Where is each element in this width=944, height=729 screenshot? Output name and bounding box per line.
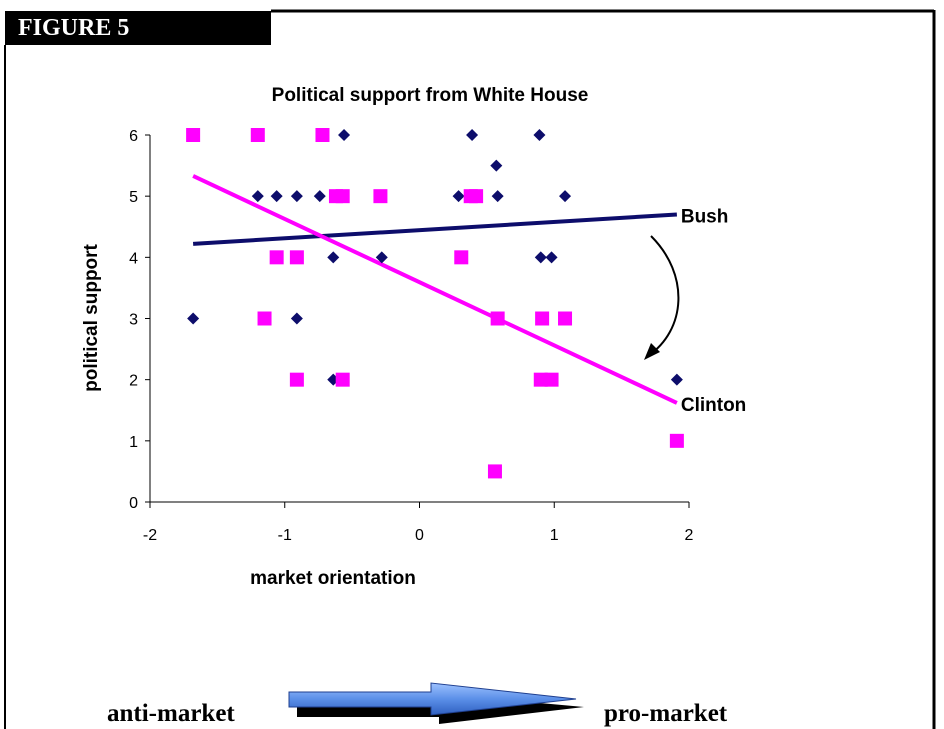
data-point-square — [257, 311, 272, 326]
data-point-square — [454, 250, 469, 265]
data-point-square — [558, 311, 573, 326]
data-point-square — [186, 128, 201, 142]
data-point-square — [335, 189, 350, 204]
y-tick-label: 4 — [129, 250, 138, 267]
y-tick-label: 5 — [129, 189, 138, 206]
trendlines — [192, 174, 678, 405]
data-point-diamond — [452, 190, 465, 203]
trendline-label-bush: Bush — [681, 207, 729, 228]
y-tick-label: 1 — [129, 434, 138, 451]
y-tick-label: 6 — [129, 128, 138, 145]
y-tick-label: 3 — [129, 312, 138, 329]
y-tick-label: 0 — [129, 495, 138, 512]
axes — [149, 135, 689, 503]
data-point-diamond — [375, 251, 388, 264]
data-point-diamond — [290, 312, 303, 325]
data-point-diamond — [251, 190, 264, 203]
y-ticks: 0 1 2 3 4 5 6 — [129, 128, 150, 512]
data-point-square — [335, 372, 350, 387]
data-point-diamond — [338, 129, 351, 141]
data-point-diamond — [534, 251, 547, 264]
data-point-diamond — [327, 251, 340, 264]
data-point-square — [487, 464, 502, 479]
anti-market-label: anti-market — [107, 700, 235, 727]
data-point-square — [533, 372, 548, 387]
data-point-square — [269, 250, 284, 265]
shift-curve-arrowhead — [644, 343, 660, 360]
data-point-diamond — [313, 190, 326, 203]
data-point-diamond — [290, 190, 303, 203]
data-points — [186, 128, 684, 479]
right-arrow-icon — [288, 682, 584, 724]
x-tick-label: 1 — [550, 527, 559, 544]
trendline-label-clinton: Clinton — [681, 395, 746, 416]
data-point-square — [289, 372, 304, 387]
data-point-diamond — [490, 159, 503, 172]
data-point-diamond — [491, 190, 504, 203]
data-point-diamond — [466, 129, 479, 141]
x-axis-label: market orientation — [250, 568, 416, 589]
data-point-diamond — [533, 129, 546, 141]
data-point-diamond — [270, 190, 283, 203]
trendline-labels: Bush Clinton — [681, 207, 746, 416]
x-tick-label: 2 — [685, 527, 694, 544]
data-point-square — [469, 189, 484, 204]
figure-tag: FIGURE 5 — [5, 11, 271, 45]
data-point-square — [490, 311, 505, 326]
data-point-square — [535, 311, 550, 326]
data-point-square — [669, 433, 684, 448]
data-point-diamond — [545, 251, 558, 264]
x-tick-label: -2 — [143, 527, 157, 544]
data-point-square — [289, 250, 304, 265]
trendline-clinton — [192, 174, 678, 405]
data-point-diamond — [559, 190, 572, 203]
trendline-bush — [192, 212, 677, 246]
x-tick-label: -1 — [278, 527, 292, 544]
data-point-diamond — [670, 373, 683, 386]
y-tick-label: 2 — [129, 373, 138, 390]
chart-title: Political support from White House — [272, 85, 589, 106]
data-point-square — [315, 128, 330, 142]
x-ticks: -2 -1 0 1 2 — [143, 502, 694, 544]
pro-market-label: pro-market — [604, 700, 728, 727]
data-point-diamond — [187, 312, 200, 325]
y-axis-label: political support — [81, 243, 102, 391]
data-point-square — [544, 372, 559, 387]
data-point-square — [250, 128, 265, 142]
x-tick-label: 0 — [415, 527, 424, 544]
data-point-square — [373, 189, 388, 204]
shift-curve-arrow — [647, 235, 680, 357]
